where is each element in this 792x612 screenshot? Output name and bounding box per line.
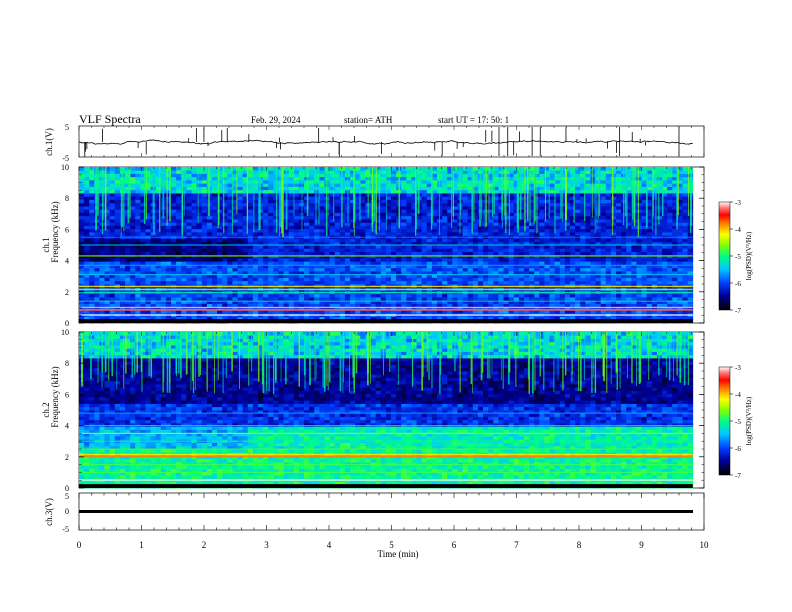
ch3-waveform-ylabel: ch.3(V) bbox=[44, 498, 54, 526]
colorbar-tick-label: -6 bbox=[735, 445, 741, 453]
x-tick-label: 7 bbox=[514, 540, 519, 550]
ch1-waveform-ylabel: ch.1(V) bbox=[44, 128, 54, 156]
colorbar-tick-label: -5 bbox=[735, 418, 741, 426]
x-tick-label: 3 bbox=[264, 540, 269, 550]
station-label: station= ATH bbox=[344, 115, 393, 125]
ch3-waveform-trace bbox=[79, 510, 693, 513]
spectrogram-ytick-label: 4 bbox=[65, 422, 69, 431]
x-tick-label: 8 bbox=[577, 540, 582, 550]
x-tick-label: 10 bbox=[700, 540, 710, 550]
colorbar-tick-label: -7 bbox=[735, 307, 741, 315]
x-tick-label: 0 bbox=[77, 540, 82, 550]
colorbar-tick-label: -4 bbox=[735, 391, 741, 399]
x-tick-label: 2 bbox=[202, 540, 207, 550]
x-axis-label: Time (min) bbox=[378, 549, 419, 559]
spectrogram-ytick-label: 10 bbox=[61, 328, 69, 337]
spectrogram-ytick-label: 4 bbox=[65, 257, 69, 266]
figure-title: VLF Spectra bbox=[79, 112, 141, 126]
ch2-colorbar-scale bbox=[719, 367, 730, 475]
ch1-colorbar: -3 -4 -5 -6 -7 log(PSD)(V²/Hz) bbox=[719, 199, 753, 315]
spectrogram-ytick-label: 2 bbox=[65, 453, 69, 462]
ch3-ytick-bottom: -5 bbox=[62, 525, 69, 534]
spectrogram-ytick-label: 2 bbox=[65, 288, 69, 297]
spectrogram-ytick-label: 10 bbox=[61, 163, 69, 172]
ch1-colorbar-label: log(PSD)(V²/Hz) bbox=[745, 231, 753, 280]
date-label: Feb. 29, 2024 bbox=[251, 115, 301, 125]
ch1-spectrogram-image bbox=[79, 167, 693, 323]
ch2-spectrogram-ylabel: Frequency (kHz) bbox=[50, 366, 60, 427]
ch1-spectrogram-ylabel: Frequency (kHz) bbox=[50, 201, 60, 262]
spectrogram-ytick-label: 8 bbox=[65, 359, 69, 368]
spectrogram-ytick-label: 0 bbox=[65, 319, 69, 328]
ch1-ytick-top: 5 bbox=[65, 123, 69, 132]
ch3-ytick-mid: 0 bbox=[65, 507, 69, 516]
ch2-spectrogram-panel: 0246810 ch.2 Frequency (kHz) bbox=[41, 328, 704, 493]
spectrogram-ytick-label: 6 bbox=[65, 225, 69, 234]
start-time-label: start UT = 17: 50: 1 bbox=[438, 115, 509, 125]
ch1-ytick-bottom: -5 bbox=[62, 154, 69, 163]
colorbar-tick-label: -4 bbox=[735, 226, 741, 234]
ch2-colorbar-label: log(PSD)(V²/Hz) bbox=[745, 396, 753, 445]
ch2-colorbar-ticks: -3 -4 -5 -6 -7 bbox=[730, 364, 741, 480]
x-tick-label: 1 bbox=[139, 540, 144, 550]
colorbar-tick-label: -5 bbox=[735, 253, 741, 261]
ch1-colorbar-ticks: -3 -4 -5 -6 -7 bbox=[730, 199, 741, 315]
colorbar-tick-label: -6 bbox=[735, 280, 741, 288]
ch2-colorbar: -3 -4 -5 -6 -7 log(PSD)(V²/Hz) bbox=[719, 364, 753, 480]
colorbar-tick-label: -7 bbox=[735, 472, 741, 480]
ch3-ytick-top: 5 bbox=[65, 492, 69, 501]
x-tick-label: 4 bbox=[327, 540, 332, 550]
colorbar-tick-label: -3 bbox=[735, 364, 741, 372]
x-tick-label: 6 bbox=[452, 540, 457, 550]
ch1-waveform-panel: 5 -5 ch.1(V) bbox=[44, 123, 704, 163]
spectrogram-ytick-label: 6 bbox=[65, 390, 69, 399]
ch1-spectrogram-panel: 0246810 ch.1 Frequency (kHz) bbox=[41, 163, 704, 328]
spectrogram-ytick-label: 8 bbox=[65, 194, 69, 203]
ch3-waveform-panel: 5 0 -5 ch.3(V) bbox=[44, 492, 704, 534]
x-tick-label: 9 bbox=[639, 540, 644, 550]
colorbar-tick-label: -3 bbox=[735, 199, 741, 207]
ch1-colorbar-scale bbox=[719, 202, 730, 310]
ch2-spectrogram-image bbox=[79, 332, 693, 488]
